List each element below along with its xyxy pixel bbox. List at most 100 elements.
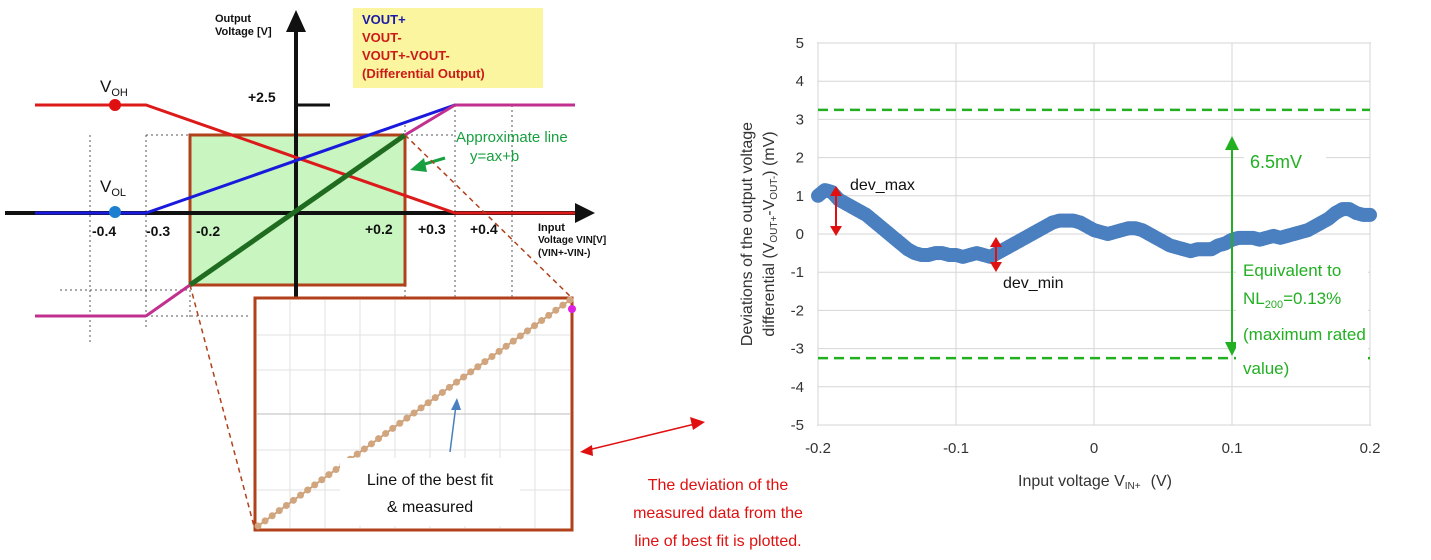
- inset-measured-point: [516, 332, 524, 340]
- equivalent-line1: Equivalent to: [1243, 261, 1341, 280]
- inset-measured-point: [297, 491, 305, 499]
- y-tick-label: -2: [791, 302, 804, 319]
- x-tick-label: -0.4: [92, 223, 116, 239]
- dev-min-label: dev_min: [1003, 275, 1063, 292]
- inset-measured-point: [460, 373, 468, 381]
- zoom-inset: Line of the best fit & measured: [253, 296, 576, 532]
- bridge-text-line2: measured data from the: [633, 505, 803, 522]
- x-tick-label: -0.1: [943, 440, 969, 457]
- zoom-line-left: [189, 284, 256, 531]
- equivalent-note-bg: [1236, 256, 1368, 380]
- inset-measured-point: [531, 322, 539, 330]
- inset-measured-point: [389, 424, 397, 432]
- x-tick-label: -0.3: [146, 223, 170, 239]
- x-tick-label: +0.2: [365, 221, 393, 237]
- inset-measured-point: [410, 409, 418, 417]
- inset-measured-point: [453, 378, 461, 386]
- span-arrow-up-icon: [1225, 136, 1239, 150]
- inset-measured-point: [538, 317, 546, 325]
- inset-measured-point: [431, 394, 439, 402]
- inset-measured-point: [403, 414, 411, 422]
- approx-arrow-head-icon: [410, 158, 427, 172]
- y-tick-label: +2.5: [248, 89, 276, 105]
- inset-measured-point: [445, 383, 453, 391]
- y-tick-label: 5: [796, 35, 804, 52]
- y-axis-label-line2: Voltage [V]: [215, 26, 272, 38]
- x-axis-label-line2: Voltage VIN[V]: [538, 235, 606, 246]
- data-point: [1361, 207, 1376, 222]
- inset-measured-point: [545, 311, 553, 319]
- inset-measured-point: [467, 368, 475, 376]
- inset-measured-point: [438, 388, 446, 396]
- inset-measured-point: [375, 435, 383, 443]
- dev-min-arrow-up-icon: [990, 237, 1002, 247]
- y-tick-label: -3: [791, 341, 804, 358]
- y-axis-label-line1: Deviations of the output voltage: [739, 122, 756, 346]
- inset-measured-point: [417, 404, 425, 412]
- transfer-characteristic-diagram: VOH VOL Output Voltage [V] +2.5 -0.4 -0.…: [5, 8, 606, 532]
- inset-caption-line2: & measured: [387, 499, 473, 516]
- x-tick-label: +0.4: [470, 221, 498, 237]
- bridge-arrow-line: [587, 423, 696, 451]
- inset-end-marker: [568, 305, 576, 313]
- approx-line-equation: y=ax+b: [470, 148, 519, 165]
- inset-measured-point: [304, 486, 312, 494]
- y-tick-label: 3: [796, 111, 804, 128]
- zoom-line-right: [404, 134, 573, 299]
- inset-measured-point: [509, 337, 517, 345]
- inset-pointer-line: [449, 404, 457, 453]
- x-axis-label-line3: (VIN+-VIN-): [538, 248, 591, 259]
- x-tick-labels: -0.2 -0.1 0 0.1 0.2: [805, 440, 1380, 457]
- y-tick-label: -5: [791, 417, 804, 434]
- vol-marker: [109, 206, 121, 218]
- legend-vout-plus: VOUT+: [362, 12, 406, 27]
- inset-measured-point: [523, 327, 531, 335]
- inset-measured-point: [424, 399, 432, 407]
- legend-differential: VOUT+-VOUT-: [362, 48, 450, 63]
- approx-line-label: Approximate line: [456, 129, 568, 146]
- limit-lines: [818, 108, 1370, 360]
- inset-measured-point: [282, 501, 290, 509]
- vol-label: VOL: [100, 177, 126, 199]
- legend-vout-minus: VOUT-: [362, 30, 402, 45]
- inset-measured-point: [311, 481, 319, 489]
- equivalent-line2: NL200=0.13%: [1243, 289, 1341, 311]
- inset-measured-point: [367, 440, 375, 448]
- span-arrow-down-icon: [1225, 342, 1239, 356]
- equivalent-line3: (maximum rated: [1243, 325, 1366, 344]
- inset-measured-point: [559, 301, 567, 309]
- inset-pointer-head-icon: [451, 398, 461, 410]
- inset-measured-point: [382, 430, 390, 438]
- differential-output-line: [188, 132, 407, 288]
- dev-min-arrow-down-icon: [990, 262, 1002, 272]
- x-axis-label-line1: Input: [538, 222, 565, 234]
- x-tick-label: -0.2: [196, 223, 220, 239]
- inset-measured-point: [261, 517, 269, 525]
- y-axis-label-line1: Output: [215, 13, 251, 25]
- bridge-arrow-head-icon: [690, 417, 705, 430]
- y-tick-label: 4: [796, 73, 804, 90]
- y-tick-label: 2: [796, 150, 804, 167]
- bridge-arrow-tail-icon: [580, 445, 593, 456]
- inset-measured-point: [396, 419, 404, 427]
- inset-measured-point: [474, 363, 482, 371]
- inset-caption-bg: [340, 458, 520, 526]
- x-tick-label: -0.2: [805, 440, 831, 457]
- x-tick-label: +0.3: [418, 221, 446, 237]
- inset-measured-points: [254, 296, 574, 530]
- equivalent-line4: value): [1243, 359, 1289, 378]
- x-tick-label: 0.1: [1222, 440, 1243, 457]
- y-axis-arrow-icon: [286, 10, 306, 32]
- dev-max-arrow-up-icon: [830, 186, 842, 196]
- inset-measured-point: [332, 466, 340, 473]
- differential-low-knee: [145, 283, 191, 318]
- inset-measured-point: [275, 507, 283, 515]
- inset-measured-point: [481, 358, 489, 366]
- dev-max-label: dev_max: [850, 177, 915, 194]
- bridge-text-line3: line of best fit is plotted.: [634, 533, 801, 550]
- inset-measured-point: [488, 353, 496, 360]
- dev-max-arrow-down-icon: [830, 226, 842, 236]
- bridge-annotation: The deviation of the measured data from …: [580, 417, 803, 550]
- inset-measured-point: [318, 476, 326, 484]
